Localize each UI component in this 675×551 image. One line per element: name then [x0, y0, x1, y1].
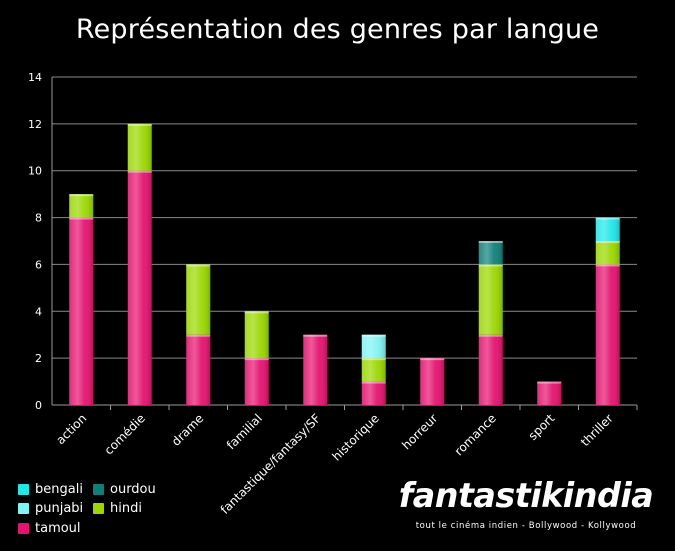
x-tick-label-romance: romance	[452, 411, 499, 458]
x-tick-label-historique: historique	[329, 411, 381, 463]
bar-thriller-hindi	[595, 241, 620, 265]
x-tick-label-horreur: horreur	[399, 411, 440, 452]
x-tick-label-drame: drame	[169, 411, 206, 448]
bar-romance-tamoul	[478, 334, 503, 405]
bar-historique-hindi	[361, 358, 386, 382]
x-tick-label-action: action	[53, 411, 89, 447]
y-tick-label-8: 8	[35, 212, 42, 225]
legend-swatch-bengali	[18, 484, 29, 495]
logo-tagline: tout le cinéma indien - Bollywood - Koll…	[415, 521, 637, 531]
legend: bengali ourdou punjabi hindi tamoul	[18, 482, 188, 544]
bar-fantastique-fantasy-sf-tamoul	[303, 334, 328, 405]
legend-item-tamoul: tamoul	[18, 521, 81, 536]
bar-historique-tamoul	[361, 381, 386, 405]
y-tick-label-4: 4	[35, 305, 42, 318]
x-tick-label-familial: familial	[224, 411, 265, 452]
bar-drame-tamoul	[186, 334, 211, 405]
bar-horreur-tamoul	[420, 358, 445, 405]
y-tick-label-12: 12	[28, 118, 42, 131]
x-tick-label-thriller: thriller	[578, 411, 616, 449]
bar-historique-punjabi	[361, 334, 386, 359]
y-tick-label-0: 0	[35, 399, 42, 412]
bar-drame-hindi	[186, 264, 211, 335]
bar-action-tamoul	[69, 217, 94, 405]
bar-familial-hindi	[244, 311, 269, 359]
legend-item-hindi: hindi	[93, 501, 142, 516]
legend-item-ourdou: ourdou	[93, 482, 156, 497]
bar-comedie-hindi	[127, 123, 152, 171]
x-tick-label-comedie: comédie	[102, 411, 148, 457]
x-tick-label-sport: sport	[526, 411, 558, 443]
legend-label-punjabi: punjabi	[35, 501, 84, 516]
legend-swatch-ourdou	[93, 484, 104, 495]
bar-thriller-bengali	[595, 217, 620, 241]
x-tick-label-fantastique-fantasy-sf: fantastique/fantasy/SF	[218, 411, 324, 517]
y-tick-label-2: 2	[35, 352, 42, 365]
bar-romance-ourdou	[478, 241, 503, 265]
legend-label-hindi: hindi	[110, 501, 142, 516]
legend-swatch-tamoul	[18, 523, 29, 534]
y-tick-label-6: 6	[35, 258, 42, 271]
logo-text: fantastikindia	[398, 476, 654, 516]
legend-swatch-punjabi	[18, 503, 29, 514]
legend-swatch-hindi	[93, 503, 104, 514]
chart-title: Représentation des genres par langue	[75, 14, 600, 45]
legend-label-ourdou: ourdou	[110, 482, 156, 497]
y-tick-label-14: 14	[28, 71, 42, 84]
bar-thriller-tamoul	[595, 264, 620, 405]
fantastikindia-logo: fantastikindia tout le cinéma indien - B…	[395, 476, 657, 536]
legend-label-tamoul: tamoul	[35, 521, 81, 536]
legend-item-punjabi: punjabi	[18, 501, 83, 516]
bar-romance-hindi	[478, 264, 503, 335]
bar-action-hindi	[69, 194, 94, 218]
bar-familial-tamoul	[244, 358, 269, 405]
y-tick-label-10: 10	[28, 165, 42, 178]
bar-comedie-tamoul	[127, 170, 152, 405]
legend-item-bengali: bengali	[18, 482, 83, 497]
legend-label-bengali: bengali	[35, 482, 83, 497]
bar-sport-tamoul	[537, 381, 562, 405]
